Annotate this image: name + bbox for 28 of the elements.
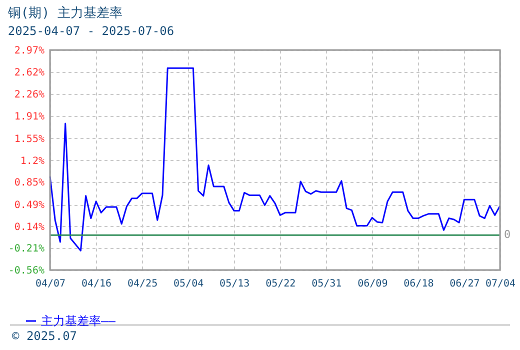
line-series	[49, 67, 501, 252]
y-tick-label: -0.56%	[8, 266, 44, 276]
x-tick-label: 07/04	[485, 278, 516, 290]
y-tick-label: 1.91%	[14, 112, 44, 123]
x-tick-label: 04/25	[127, 278, 158, 290]
x-tick-label: 04/16	[81, 278, 112, 290]
x-tick-label: 05/13	[220, 278, 250, 290]
y-tick-label: 0.85%	[14, 178, 44, 189]
x-tick-label: 04/07	[35, 278, 66, 290]
y-tick-label: 1.55%	[14, 134, 44, 145]
x-tick-label: 06/27	[450, 278, 480, 290]
x-tick-label: 06/18	[404, 278, 434, 290]
y-tick-label: 0.49%	[14, 200, 44, 212]
legend-label: 主力基差率——	[41, 314, 116, 328]
y-tick-label: 2.97%	[14, 46, 44, 56]
x-tick-label: 05/04	[174, 278, 204, 290]
y-tick-label: 2.26%	[14, 90, 44, 101]
x-tick-label: 06/09	[358, 278, 388, 290]
text: © 2025.07	[12, 329, 78, 343]
x-tick-label: 05/31	[312, 278, 342, 290]
y-tick-label: 1.2%	[20, 156, 44, 167]
ref-line-label: 0	[504, 228, 511, 242]
y-tick-label: -0.21%	[8, 244, 44, 255]
y-tick-label: 2.62%	[14, 67, 44, 78]
x-tick-label: 05/22	[266, 278, 296, 290]
chart-title: 铜(期) 主力基差率	[6, 5, 122, 21]
chart-subtitle: 2025-04-07 - 2025-07-06	[8, 24, 174, 38]
y-tick-label: 0.14%	[14, 222, 44, 233]
